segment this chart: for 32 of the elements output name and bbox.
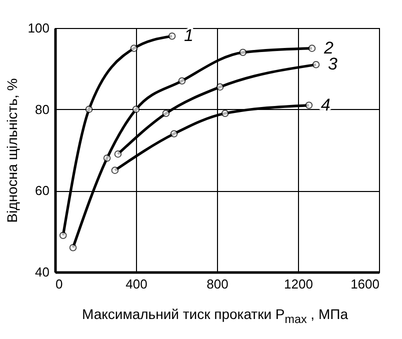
point bbox=[168, 32, 176, 40]
point bbox=[221, 110, 229, 118]
y-tick-label: 60 bbox=[35, 183, 50, 198]
y-tick-label: 80 bbox=[35, 102, 50, 117]
point bbox=[85, 106, 93, 113]
point bbox=[69, 244, 77, 252]
x-tick-label: 400 bbox=[126, 276, 148, 292]
point bbox=[178, 77, 186, 85]
x-tick-label: 1600 bbox=[350, 276, 380, 292]
series-label: 3 bbox=[328, 54, 338, 74]
point bbox=[114, 150, 122, 158]
point bbox=[308, 44, 316, 52]
point bbox=[103, 154, 111, 162]
point bbox=[170, 130, 178, 138]
x-tick-label: 1200 bbox=[284, 276, 313, 292]
point bbox=[312, 60, 320, 68]
y-tick-label: 40 bbox=[35, 264, 50, 280]
x-tick-label: 0 bbox=[56, 276, 63, 292]
y-tick-label: 100 bbox=[28, 20, 50, 36]
x-axis-title: Максимальний тиск прокатки P$_{max}$ , МПа bbox=[81, 306, 349, 326]
point bbox=[130, 44, 138, 52]
point bbox=[132, 106, 140, 113]
point bbox=[162, 110, 170, 118]
point bbox=[111, 166, 119, 174]
point bbox=[216, 83, 224, 91]
point bbox=[239, 48, 247, 56]
point bbox=[305, 102, 313, 109]
x-tick-label: 800 bbox=[206, 276, 228, 292]
y-axis-title: Відносна щільність, % bbox=[4, 78, 20, 223]
series-label: 2 bbox=[322, 38, 334, 58]
point bbox=[59, 232, 67, 240]
series-label: 1 bbox=[184, 26, 194, 46]
